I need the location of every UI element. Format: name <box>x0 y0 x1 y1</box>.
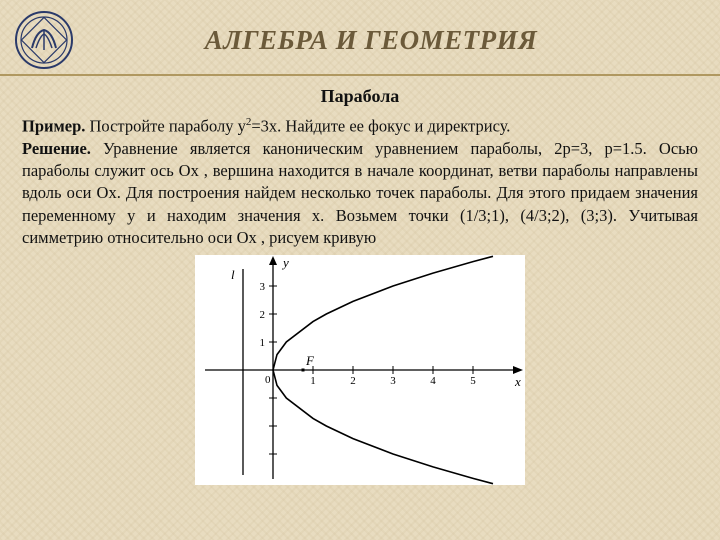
section-subtitle: Парабола <box>0 86 720 107</box>
page-title: АЛГЕБРА И ГЕОМЕТРИЯ <box>92 25 700 56</box>
svg-text:F: F <box>305 353 315 368</box>
institution-logo <box>14 10 74 70</box>
example-label: Пример. <box>22 117 85 136</box>
svg-text:3: 3 <box>260 281 266 293</box>
solution-body: Уравнение является каноническим уравнени… <box>22 139 698 247</box>
svg-text:x: x <box>514 374 521 389</box>
graph-container: 1 2 3 4 5 1 2 3 0 x y l F <box>0 255 720 485</box>
svg-text:5: 5 <box>470 375 476 387</box>
svg-text:2: 2 <box>260 309 266 321</box>
body-text: Пример. Постройте параболу y2=3x. Найдит… <box>0 115 720 249</box>
example-body-1: Постройте параболу y <box>85 117 245 136</box>
svg-text:2: 2 <box>350 375 356 387</box>
svg-text:l: l <box>231 267 235 282</box>
parabola-graph: 1 2 3 4 5 1 2 3 0 x y l F <box>195 255 525 485</box>
header: АЛГЕБРА И ГЕОМЕТРИЯ <box>0 0 720 76</box>
svg-text:4: 4 <box>430 375 436 387</box>
svg-text:0: 0 <box>265 374 271 386</box>
svg-text:1: 1 <box>260 337 266 349</box>
svg-text:1: 1 <box>310 375 316 387</box>
solution-label: Решение. <box>22 139 91 158</box>
svg-text:y: y <box>281 255 289 270</box>
svg-text:3: 3 <box>390 375 396 387</box>
example-body-2: =3x. Найдите ее фокус и директрису. <box>251 117 510 136</box>
